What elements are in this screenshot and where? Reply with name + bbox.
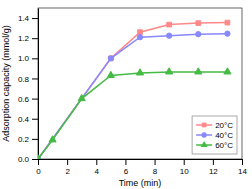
tick-label: 1.2 [18,34,30,43]
marker [166,33,171,38]
tick-label: 10 [180,167,189,176]
tick-label: 8 [153,167,158,176]
tick: 1.0 [18,54,38,63]
tick-mark [213,159,214,165]
tick-label: 0.2 [18,135,30,144]
tick-mark [155,159,156,165]
marker [107,71,114,77]
tick: 2 [65,159,70,176]
tick-mark [32,58,38,59]
axis-line [39,159,243,160]
tick: 14 [238,159,247,176]
tick-mark [184,159,185,165]
tick-mark [32,38,38,39]
tick: 0.4 [18,115,38,124]
tick: 1.2 [18,34,38,43]
axis-line [38,9,39,160]
tick-label: 6 [124,167,129,176]
y-axis-title: Adsorption capacity (mmol/g) [1,25,11,142]
marker [138,30,143,35]
tick: 0.0 [18,155,38,164]
x-axis-title: Time (min) [119,178,162,188]
tick-label: 0.6 [18,95,30,104]
tick-mark [32,119,38,120]
x-axis: 0 2 4 6 8 10 12 14 [36,159,247,176]
tick-label: 2 [65,167,70,176]
tick: 4 [95,159,100,176]
tick-mark [32,78,38,79]
legend: 20°C40°C60°C [192,116,237,154]
tick-mark [242,159,243,165]
marker [49,136,56,142]
tick-mark [32,99,38,100]
tick-mark [96,159,97,165]
marker [38,155,42,159]
marker [195,68,202,74]
marker [196,32,201,37]
tick-mark [32,159,38,160]
marker [166,68,173,74]
tick-label: 14 [238,167,247,176]
series [38,68,231,159]
tick: 8 [153,159,158,176]
marker [78,94,85,100]
tick: 0.6 [18,95,38,104]
marker [225,20,230,25]
legend-marker [201,141,208,147]
tick-label: 1.4 [18,14,30,23]
legend-entry: 60°C [196,141,233,150]
marker [167,22,172,27]
tick-label: 12 [209,167,218,176]
marker [196,21,201,26]
legend-marker [202,123,207,128]
legend-label: 60°C [215,141,233,150]
marker [108,56,113,61]
chart: 0 2 4 6 8 10 12 14 0.0 0.2 0.4 0.6 0.8 1.0 1.2 1.4 20°C4… [0,0,252,189]
tick-label: 0.8 [18,75,30,84]
tick: 0.8 [18,75,38,84]
legend-entry: 40°C [196,131,233,140]
marker [109,56,114,61]
marker [224,68,231,74]
marker [137,35,142,40]
legend-label: 20°C [215,121,233,130]
tick-mark [38,159,39,165]
tick-mark [125,159,126,165]
tick-label: 0 [36,167,41,176]
tick-label: 1.0 [18,54,30,63]
legend-marker [201,132,206,137]
tick-label: 4 [95,167,100,176]
tick: 0 [36,159,41,176]
tick: 10 [180,159,189,176]
tick: 0.2 [18,135,38,144]
tick-label: 0.4 [18,115,30,124]
tick-mark [32,139,38,140]
legend-label: 40°C [215,131,233,140]
plot: 0 2 4 6 8 10 12 14 0.0 0.2 0.4 0.6 0.8 1.0 1.2 1.4 20°C4… [18,8,248,176]
tick: 1.4 [18,14,38,23]
y-axis: 0.0 0.2 0.4 0.6 0.8 1.0 1.2 1.4 [18,9,39,165]
tick-mark [67,159,68,165]
legend-box [192,116,237,154]
tick-mark [32,18,38,19]
plot-frame [38,8,242,159]
marker [136,69,143,75]
marker [225,31,230,36]
tick-label: 0.0 [18,155,30,164]
tick: 12 [209,159,218,176]
legend-entry: 20°C [196,121,233,130]
tick: 6 [124,159,129,176]
